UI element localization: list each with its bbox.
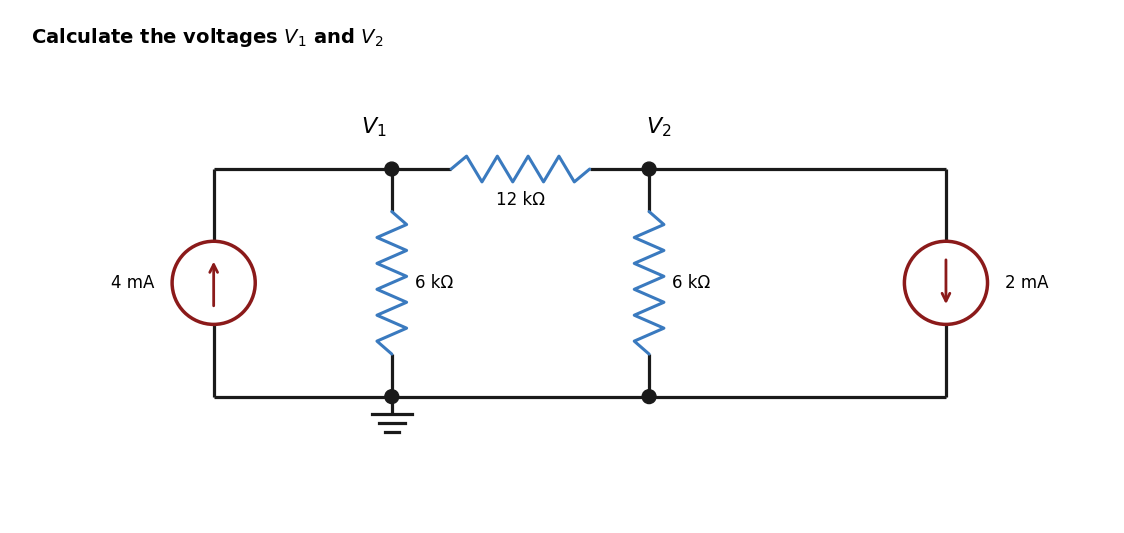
Circle shape: [642, 162, 656, 176]
Text: 6 kΩ: 6 kΩ: [415, 274, 453, 292]
Text: $V_1$: $V_1$: [361, 116, 387, 139]
Text: 6 kΩ: 6 kΩ: [672, 274, 710, 292]
Text: 4 mA: 4 mA: [111, 274, 154, 292]
Text: 12 kΩ: 12 kΩ: [496, 191, 545, 209]
Circle shape: [384, 162, 399, 176]
Text: 2 mA: 2 mA: [1005, 274, 1049, 292]
Text: $V_2$: $V_2$: [646, 116, 672, 139]
Circle shape: [384, 390, 399, 403]
Text: Calculate the voltages $V_1$ and $V_2$: Calculate the voltages $V_1$ and $V_2$: [30, 26, 383, 49]
Circle shape: [642, 390, 656, 403]
